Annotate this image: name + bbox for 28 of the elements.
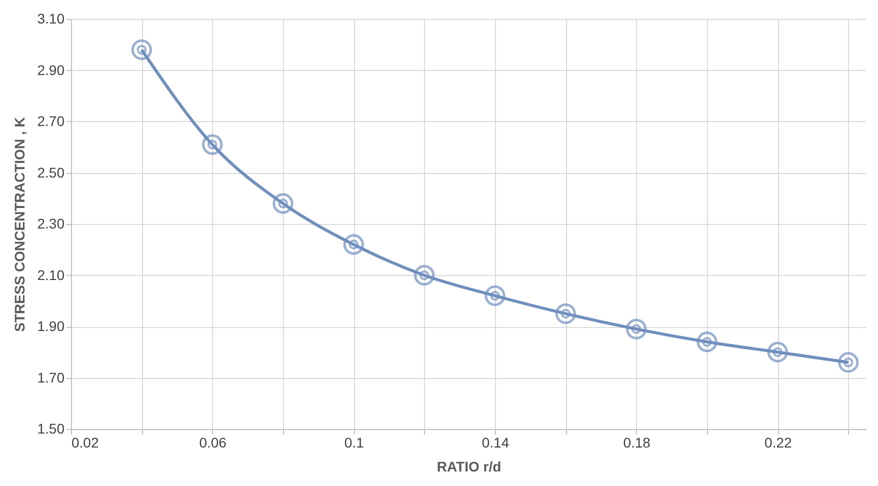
- point: [272, 193, 294, 214]
- y-tick-label: 1.70: [37, 369, 65, 386]
- y-tick-label: 1.90: [37, 318, 65, 334]
- point: [555, 303, 576, 324]
- y-tick-label: 2.30: [37, 216, 65, 232]
- point: [414, 264, 435, 286]
- point: [484, 285, 506, 306]
- point: [202, 134, 223, 155]
- point: [838, 352, 859, 373]
- y-tick-label: 2.50: [37, 164, 65, 180]
- y-axis-title: STRESS CONCENTRACTION , K: [11, 117, 28, 332]
- x-tick-label: 0.02: [72, 434, 99, 450]
- y-tick-label: 2.90: [37, 62, 65, 78]
- point: [767, 342, 788, 362]
- x-tick-label: 0.22: [764, 434, 792, 450]
- y-tick-label: 2.10: [37, 266, 65, 283]
- x-axis-title: RATIO r/d: [436, 458, 502, 474]
- point: [131, 39, 152, 60]
- x-tick-label: 0.18: [623, 434, 651, 450]
- point: [343, 234, 364, 255]
- y-tick-label: 1.50: [37, 420, 65, 436]
- point: [696, 332, 718, 352]
- x-tick-label: 0.06: [199, 434, 227, 450]
- x-tick-label: 0.14: [482, 434, 510, 450]
- point: [626, 318, 647, 340]
- y-tick-label: 3.10: [37, 10, 65, 26]
- y-tick-label: 2.70: [37, 113, 65, 129]
- x-tick-label: 0.1: [344, 434, 364, 450]
